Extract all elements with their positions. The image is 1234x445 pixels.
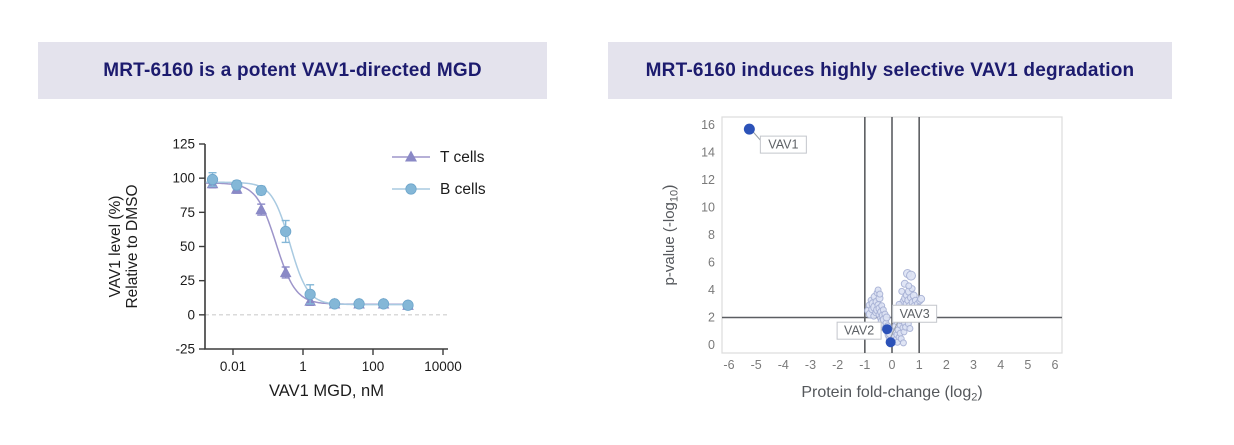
- data-point-circle: [353, 298, 365, 310]
- x-tick-label: -5: [751, 358, 762, 372]
- data-point-circle: [231, 179, 243, 191]
- x-tick-label: 5: [1024, 358, 1031, 372]
- y-tick-label: 4: [708, 283, 715, 297]
- y-tick-label: 0: [187, 307, 195, 322]
- protein-point: [899, 339, 907, 347]
- y-axis-title: p-value (-log10): [661, 185, 681, 286]
- y-tick-label: 0: [708, 338, 715, 352]
- axes: [204, 144, 448, 350]
- y-tick-label: 25: [180, 273, 195, 288]
- x-tick-label: -4: [778, 358, 789, 372]
- x-tick-label: 0: [889, 358, 896, 372]
- x-tick-label: 2: [943, 358, 950, 372]
- legend-marker-triangle: [405, 150, 417, 162]
- legend-label: B cells: [440, 181, 486, 198]
- y-axis-title: VAV1 level (%)Relative to DMSO: [107, 184, 141, 308]
- protein-point: [906, 270, 916, 281]
- left-panel-title: MRT-6160 is a potent VAV1-directed MGD: [103, 59, 482, 81]
- left-panel-title-banner: MRT-6160 is a potent VAV1-directed MGD: [38, 42, 547, 99]
- label-leader-line: [752, 131, 761, 141]
- highlighted-protein-point: [743, 123, 755, 135]
- data-point-circle: [280, 225, 292, 238]
- x-tick-label: 1: [299, 359, 307, 374]
- y-tick-label: 10: [701, 201, 715, 215]
- protein-label-box: [892, 304, 938, 323]
- y-tick-label: 14: [701, 146, 715, 160]
- y-tick-label: 8: [708, 228, 715, 242]
- y-tick-label: 2: [708, 311, 715, 325]
- highlighted-protein-point: [885, 337, 896, 348]
- y-tick-label: 6: [708, 256, 715, 270]
- data-point-circle: [304, 288, 316, 300]
- y-tick-label: 75: [180, 205, 195, 220]
- x-tick-label: 6: [1052, 358, 1059, 372]
- x-tick-label: -3: [805, 358, 816, 372]
- y-tick-label: 100: [172, 171, 195, 186]
- y-tick-label: -25: [175, 342, 195, 357]
- fit-curve: [205, 182, 408, 305]
- x-tick-label: -2: [832, 358, 843, 372]
- protein-point: [905, 282, 913, 290]
- protein-label-box: [836, 321, 882, 340]
- protein-label: VAV1: [768, 138, 798, 152]
- protein-point: [882, 313, 891, 322]
- y-tick-label: 125: [172, 137, 195, 152]
- data-point-circle: [255, 184, 267, 197]
- y-tick-label: 16: [701, 118, 715, 132]
- x-tick-label: 1: [916, 358, 923, 372]
- x-tick-label: -1: [859, 358, 870, 372]
- protein-label: VAV2: [844, 324, 874, 338]
- protein-point: [917, 294, 926, 303]
- y-tick-label: 12: [701, 173, 715, 187]
- protein-point: [906, 325, 914, 332]
- data-point-circle: [377, 298, 390, 310]
- y-tick-label: 50: [180, 239, 195, 254]
- legend-marker-circle: [405, 183, 417, 195]
- x-tick-label: 0.01: [220, 359, 246, 374]
- fit-curve: [205, 181, 408, 306]
- x-tick-label: 3: [970, 358, 977, 372]
- x-tick-label: 10000: [424, 359, 462, 374]
- x-tick-label: 100: [362, 359, 385, 374]
- data-point-triangle: [279, 266, 292, 278]
- data-point-circle: [206, 173, 219, 186]
- protein-point: [898, 287, 906, 295]
- highlighted-protein-point: [882, 324, 893, 335]
- data-point-triangle: [255, 203, 268, 215]
- label-leader-line: [890, 322, 899, 338]
- x-axis-title: VAV1 MGD, nM: [269, 382, 384, 400]
- protein-label-box: [759, 135, 807, 154]
- right-panel-title: MRT-6160 induces highly selective VAV1 d…: [645, 59, 1135, 81]
- protein-point: [876, 290, 884, 298]
- x-tick-label: -6: [723, 358, 734, 372]
- x-axis-title: Protein fold-change (log2): [801, 384, 982, 404]
- data-point-circle: [329, 298, 341, 310]
- data-point-circle: [402, 299, 414, 311]
- dose-response-chart: -25 0 25 50 75 100 125 0.01 1 100 10000 T cells B ce…: [107, 137, 486, 401]
- x-tick-label: 4: [997, 358, 1004, 372]
- protein-label: VAV3: [900, 307, 930, 321]
- right-panel-title-banner: MRT-6160 induces highly selective VAV1 d…: [608, 42, 1172, 99]
- legend-label: T cells: [440, 149, 485, 166]
